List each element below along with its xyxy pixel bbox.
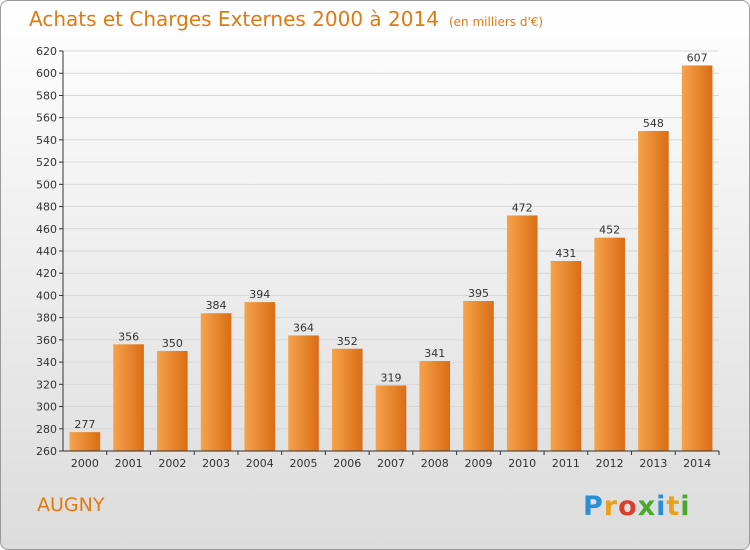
x-tick-label: 2008 — [421, 457, 449, 470]
y-tick-label: 360 — [36, 334, 57, 347]
y-tick-label: 280 — [36, 423, 57, 436]
logo-letter: P — [583, 491, 604, 522]
logo-letter: t — [666, 491, 681, 522]
y-tick-label: 620 — [36, 45, 57, 58]
y-tick-label: 540 — [36, 134, 57, 147]
x-tick-label: 2004 — [246, 457, 274, 470]
data-label: 350 — [162, 337, 183, 350]
bar-2011 — [550, 261, 582, 451]
bar-2008 — [419, 361, 451, 451]
y-tick-label: 520 — [36, 156, 57, 169]
bar-2001 — [113, 344, 144, 451]
data-label: 452 — [599, 224, 620, 237]
data-label: 341 — [424, 347, 445, 360]
bar-2006 — [331, 348, 363, 451]
y-tick-label: 400 — [36, 289, 57, 302]
x-tick-label: 2009 — [464, 457, 492, 470]
logo-letter: i — [680, 491, 691, 522]
data-label: 364 — [293, 321, 314, 334]
bar-2004 — [244, 302, 276, 451]
chart-title: Achats et Charges Externes 2000 à 2014 (e… — [29, 7, 543, 31]
data-label: 352 — [337, 335, 358, 348]
x-tick-label: 2002 — [158, 457, 186, 470]
bar-2000 — [69, 432, 101, 451]
data-label: 394 — [249, 288, 270, 301]
x-tick-label: 2012 — [596, 457, 624, 470]
bar-2014 — [681, 65, 713, 451]
x-tick-label: 2005 — [290, 457, 318, 470]
axes: 260 280 300 320 340 360 380 400 420 440 460 480 500 5… — [36, 45, 720, 470]
x-tick-label: 2010 — [508, 457, 536, 470]
bar-2010 — [506, 215, 538, 451]
data-label: 319 — [381, 371, 402, 384]
data-label: 431 — [555, 247, 576, 260]
x-tick-label: 2000 — [71, 457, 99, 470]
bar-2002 — [157, 351, 188, 451]
x-tick-label: 2001 — [115, 457, 143, 470]
y-tick-label: 300 — [36, 401, 57, 414]
chart-title-unit: (en milliers d'€) — [448, 15, 544, 29]
logo-letter: i — [656, 491, 667, 522]
logo-letter: r — [603, 491, 619, 522]
y-tick-label: 500 — [36, 178, 57, 191]
y-tick-label: 600 — [36, 67, 57, 80]
bar-2003 — [200, 313, 232, 451]
proxiti-logo: Proxiti — [583, 491, 691, 522]
bar-2012 — [594, 237, 625, 451]
bars: 277 356 350 384 394 364 352 319 341 395 472 431 452 5… — [69, 51, 713, 451]
x-tick-label: 2014 — [683, 457, 711, 470]
logo-letter: o — [618, 491, 638, 522]
x-tick-label: 2013 — [639, 457, 667, 470]
x-tick-label: 2007 — [377, 457, 405, 470]
data-label: 395 — [468, 287, 489, 300]
y-tick-label: 480 — [36, 201, 57, 214]
x-tick-label: 2011 — [552, 457, 580, 470]
y-tick-label: 460 — [36, 223, 57, 236]
y-tick-label: 260 — [36, 445, 57, 458]
y-tick-label: 440 — [36, 245, 57, 258]
data-label: 384 — [206, 299, 227, 312]
logo-letter: x — [637, 491, 657, 522]
x-tick-label: 2006 — [333, 457, 361, 470]
x-tick-label: 2003 — [202, 457, 230, 470]
bar-2007 — [375, 385, 407, 451]
place-name: AUGNY — [37, 494, 105, 516]
data-label: 277 — [74, 418, 95, 431]
y-tick-label: 560 — [36, 112, 57, 125]
y-tick-label: 420 — [36, 267, 57, 280]
bar-2009 — [463, 301, 494, 451]
y-tick-label: 340 — [36, 356, 57, 369]
chart-title-main: Achats et Charges Externes 2000 à 2014 — [29, 7, 439, 31]
y-tick-label: 380 — [36, 312, 57, 325]
data-label: 472 — [512, 201, 533, 214]
bar-2005 — [288, 335, 319, 451]
bar-2013 — [638, 131, 669, 451]
y-tick-label: 580 — [36, 89, 57, 102]
y-tick-label: 320 — [36, 378, 57, 391]
data-label: 356 — [118, 330, 139, 343]
data-label: 607 — [687, 51, 708, 64]
data-label: 548 — [643, 117, 664, 130]
